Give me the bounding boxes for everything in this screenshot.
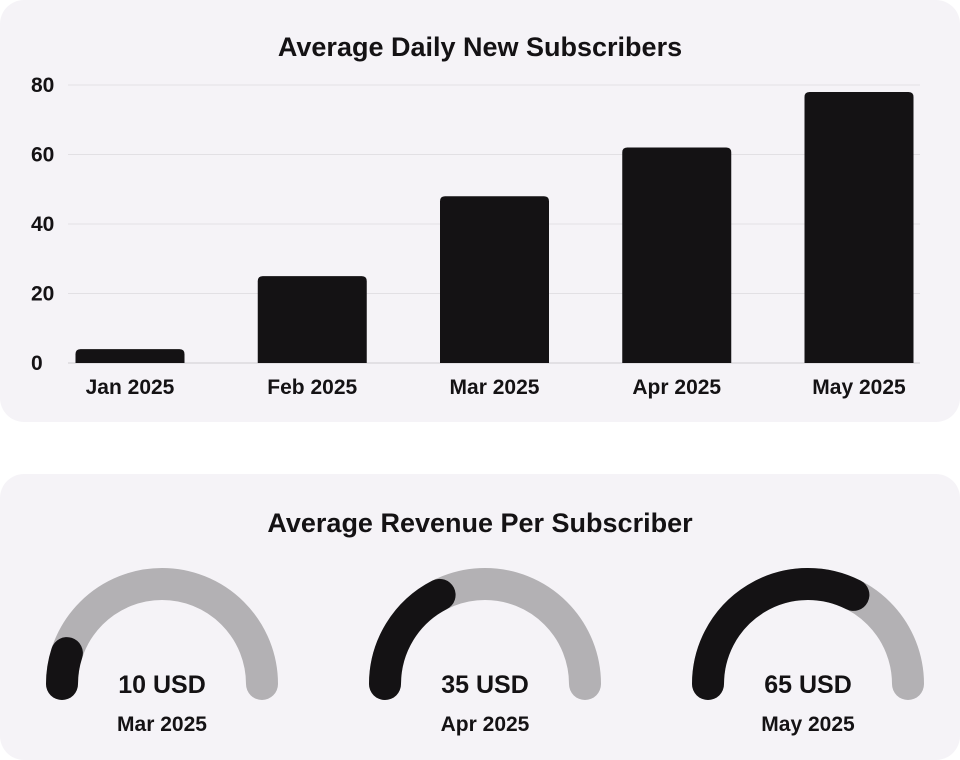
bar-apr-2025 xyxy=(622,147,732,363)
gauge-value-apr-2025: 35 USD xyxy=(441,671,529,699)
bar-may-2025 xyxy=(804,91,914,363)
gauge-value-may-2025: 65 USD xyxy=(764,671,852,699)
gauge-fill-may-2025 xyxy=(692,568,870,700)
y-tick-label: 0 xyxy=(31,352,43,375)
x-tick-label: May 2025 xyxy=(812,376,906,399)
gauge-chart-card: Average Revenue Per Subscriber 10 USD Mar… xyxy=(0,474,960,760)
gauge-fill-mar-2025 xyxy=(46,637,83,700)
gauge-chart: 10 USD Mar 2025 35 USD Apr 2025 65 USD May 20… xyxy=(46,568,924,736)
bar-mar-2025 xyxy=(440,196,549,363)
y-tick-label: 20 xyxy=(31,283,54,306)
gauge-chart-title: Average Revenue Per Subscriber xyxy=(267,508,693,538)
x-tick-label: Mar 2025 xyxy=(450,376,540,399)
gauge-label-may-2025: May 2025 xyxy=(761,713,855,736)
gauge-label-mar-2025: Mar 2025 xyxy=(117,713,207,736)
y-tick-label: 40 xyxy=(31,213,54,236)
y-tick-label: 80 xyxy=(31,74,54,97)
gauge-label-apr-2025: Apr 2025 xyxy=(441,713,530,736)
bar-jan-2025 xyxy=(75,349,185,363)
gauge-track-mar-2025 xyxy=(46,568,278,700)
y-tick-label: 60 xyxy=(31,144,54,167)
bar-feb-2025 xyxy=(257,276,367,363)
x-tick-label: Jan 2025 xyxy=(86,376,175,399)
bar-chart: 0 20 40 60 80 Jan 2025 Feb 2025 Mar 2025 Apr 202… xyxy=(31,74,920,399)
bar-chart-title: Average Daily New Subscribers xyxy=(277,32,683,62)
bar-chart-card: Average Daily New Subscribers 0 20 40 60 80 J… xyxy=(0,0,960,422)
x-tick-label: Feb 2025 xyxy=(267,376,357,399)
x-tick-label: Apr 2025 xyxy=(632,376,721,399)
gauge-fill-apr-2025 xyxy=(369,578,456,700)
gauge-value-mar-2025: 10 USD xyxy=(118,671,206,699)
